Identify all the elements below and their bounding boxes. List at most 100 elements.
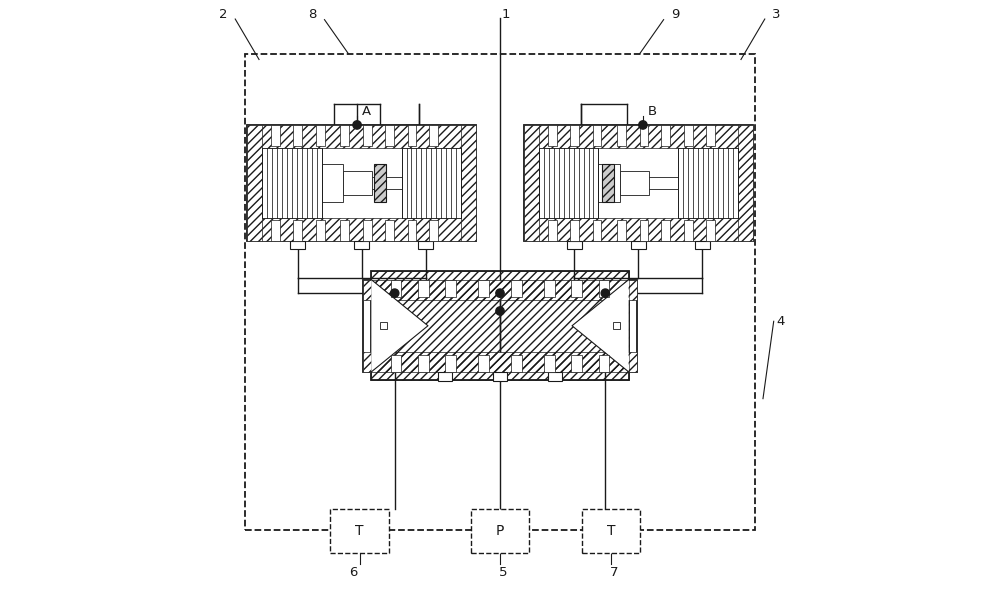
Polygon shape	[572, 280, 629, 372]
Bar	[695, 241, 710, 249]
Text: 1: 1	[502, 8, 510, 21]
Bar	[524, 125, 753, 148]
Bar	[544, 355, 555, 372]
Bar	[478, 280, 489, 297]
Bar	[599, 355, 609, 372]
Bar	[262, 148, 322, 218]
Bar	[445, 280, 456, 297]
Bar	[598, 164, 620, 202]
Bar	[571, 280, 582, 297]
Bar	[363, 125, 372, 146]
Bar	[706, 125, 715, 146]
Bar	[429, 125, 438, 146]
Bar	[418, 241, 433, 249]
Bar	[544, 280, 555, 297]
Bar	[640, 220, 648, 241]
Bar	[402, 148, 461, 218]
Bar	[661, 125, 670, 146]
Bar	[571, 355, 582, 372]
Bar	[620, 171, 649, 195]
Circle shape	[353, 121, 361, 129]
Bar	[363, 280, 637, 300]
Bar	[548, 125, 557, 146]
Bar	[322, 164, 343, 202]
Bar	[247, 125, 476, 241]
Bar	[385, 220, 394, 241]
Bar	[340, 125, 349, 146]
Bar	[343, 171, 372, 195]
Bar	[271, 220, 280, 241]
Bar	[391, 355, 401, 372]
Circle shape	[496, 307, 504, 315]
Bar	[374, 164, 386, 202]
Bar	[330, 509, 389, 553]
Bar	[613, 322, 620, 330]
Bar	[511, 280, 522, 297]
Bar	[567, 241, 582, 249]
Bar	[461, 125, 476, 241]
Bar	[418, 280, 429, 297]
Bar	[290, 241, 305, 249]
Bar	[385, 125, 394, 146]
Bar	[391, 280, 401, 297]
Bar	[247, 125, 262, 241]
Bar	[602, 164, 614, 202]
Text: 5: 5	[499, 566, 507, 579]
Bar	[684, 220, 693, 241]
Bar	[617, 220, 626, 241]
Bar	[593, 125, 601, 146]
Bar	[524, 125, 539, 241]
Bar	[293, 220, 302, 241]
Bar	[593, 220, 601, 241]
Bar	[247, 125, 476, 148]
Bar	[539, 148, 598, 218]
Bar	[408, 220, 416, 241]
Bar	[678, 148, 738, 218]
Polygon shape	[371, 280, 428, 372]
Bar	[354, 241, 369, 249]
Bar	[570, 220, 579, 241]
Bar	[582, 509, 640, 553]
Text: T: T	[355, 524, 364, 538]
Bar	[684, 125, 693, 146]
Bar	[322, 177, 402, 189]
Bar	[293, 125, 302, 146]
Text: 2: 2	[219, 8, 228, 21]
Bar	[478, 355, 489, 372]
Bar	[363, 352, 637, 372]
Bar	[271, 125, 280, 146]
Circle shape	[496, 289, 504, 298]
Bar	[661, 220, 670, 241]
Bar	[617, 125, 626, 146]
Bar	[493, 372, 507, 381]
Bar	[363, 280, 637, 372]
Bar	[511, 355, 522, 372]
Bar	[408, 125, 416, 146]
Bar	[548, 372, 562, 381]
Bar	[599, 280, 609, 297]
Bar	[429, 220, 438, 241]
Bar	[363, 220, 372, 241]
Bar	[316, 125, 325, 146]
Text: P: P	[496, 524, 504, 538]
Bar	[738, 125, 753, 241]
Bar	[245, 54, 755, 530]
Text: 8: 8	[308, 8, 317, 21]
Circle shape	[639, 121, 647, 129]
Bar	[640, 125, 648, 146]
Bar	[340, 220, 349, 241]
Bar	[570, 125, 579, 146]
Text: A: A	[362, 105, 371, 118]
Bar	[445, 355, 456, 372]
Bar	[371, 271, 629, 380]
Bar	[631, 241, 646, 249]
Circle shape	[601, 289, 609, 298]
Text: 7: 7	[610, 566, 618, 579]
Bar	[438, 372, 452, 381]
Bar	[524, 125, 753, 241]
Bar	[598, 177, 678, 189]
Bar	[706, 220, 715, 241]
Circle shape	[391, 289, 399, 298]
Text: T: T	[607, 524, 616, 538]
Text: 9: 9	[671, 8, 680, 21]
